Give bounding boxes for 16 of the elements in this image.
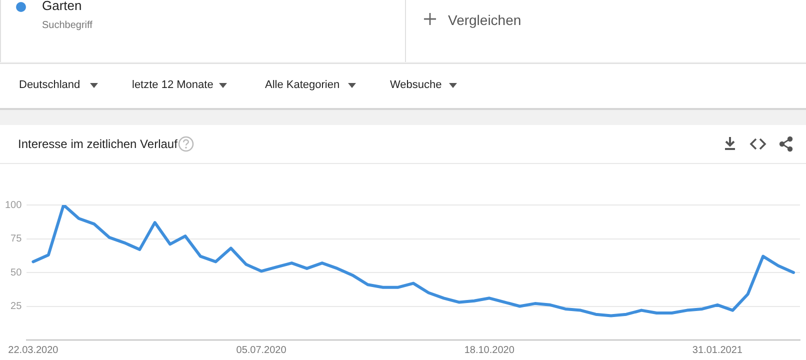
text: Alle Kategorien: [265, 79, 340, 91]
y-tick-label: 25: [10, 301, 22, 312]
y-tick-label: 50: [10, 267, 22, 278]
y-tick-label: 100: [4, 200, 22, 211]
text: Vergleichen: [448, 12, 522, 28]
text: Websuche: [390, 79, 442, 91]
x-tick-label: 05.07.2020: [236, 344, 287, 356]
y-tick-label: 75: [10, 234, 22, 244]
x-tick-label: 31.01.2021: [692, 344, 743, 356]
chart-title: Interesse im zeitlichen Verlauf: [18, 137, 178, 151]
text: Suchbegriff: [42, 20, 92, 31]
x-tick-label: 18.10.2020: [464, 344, 515, 356]
legend-label: Garten: [42, 0, 82, 13]
text: Deutschland: [19, 79, 80, 91]
x-tick-label: 22.03.2020: [8, 344, 59, 356]
text: letzte 12 Monate: [132, 79, 214, 91]
